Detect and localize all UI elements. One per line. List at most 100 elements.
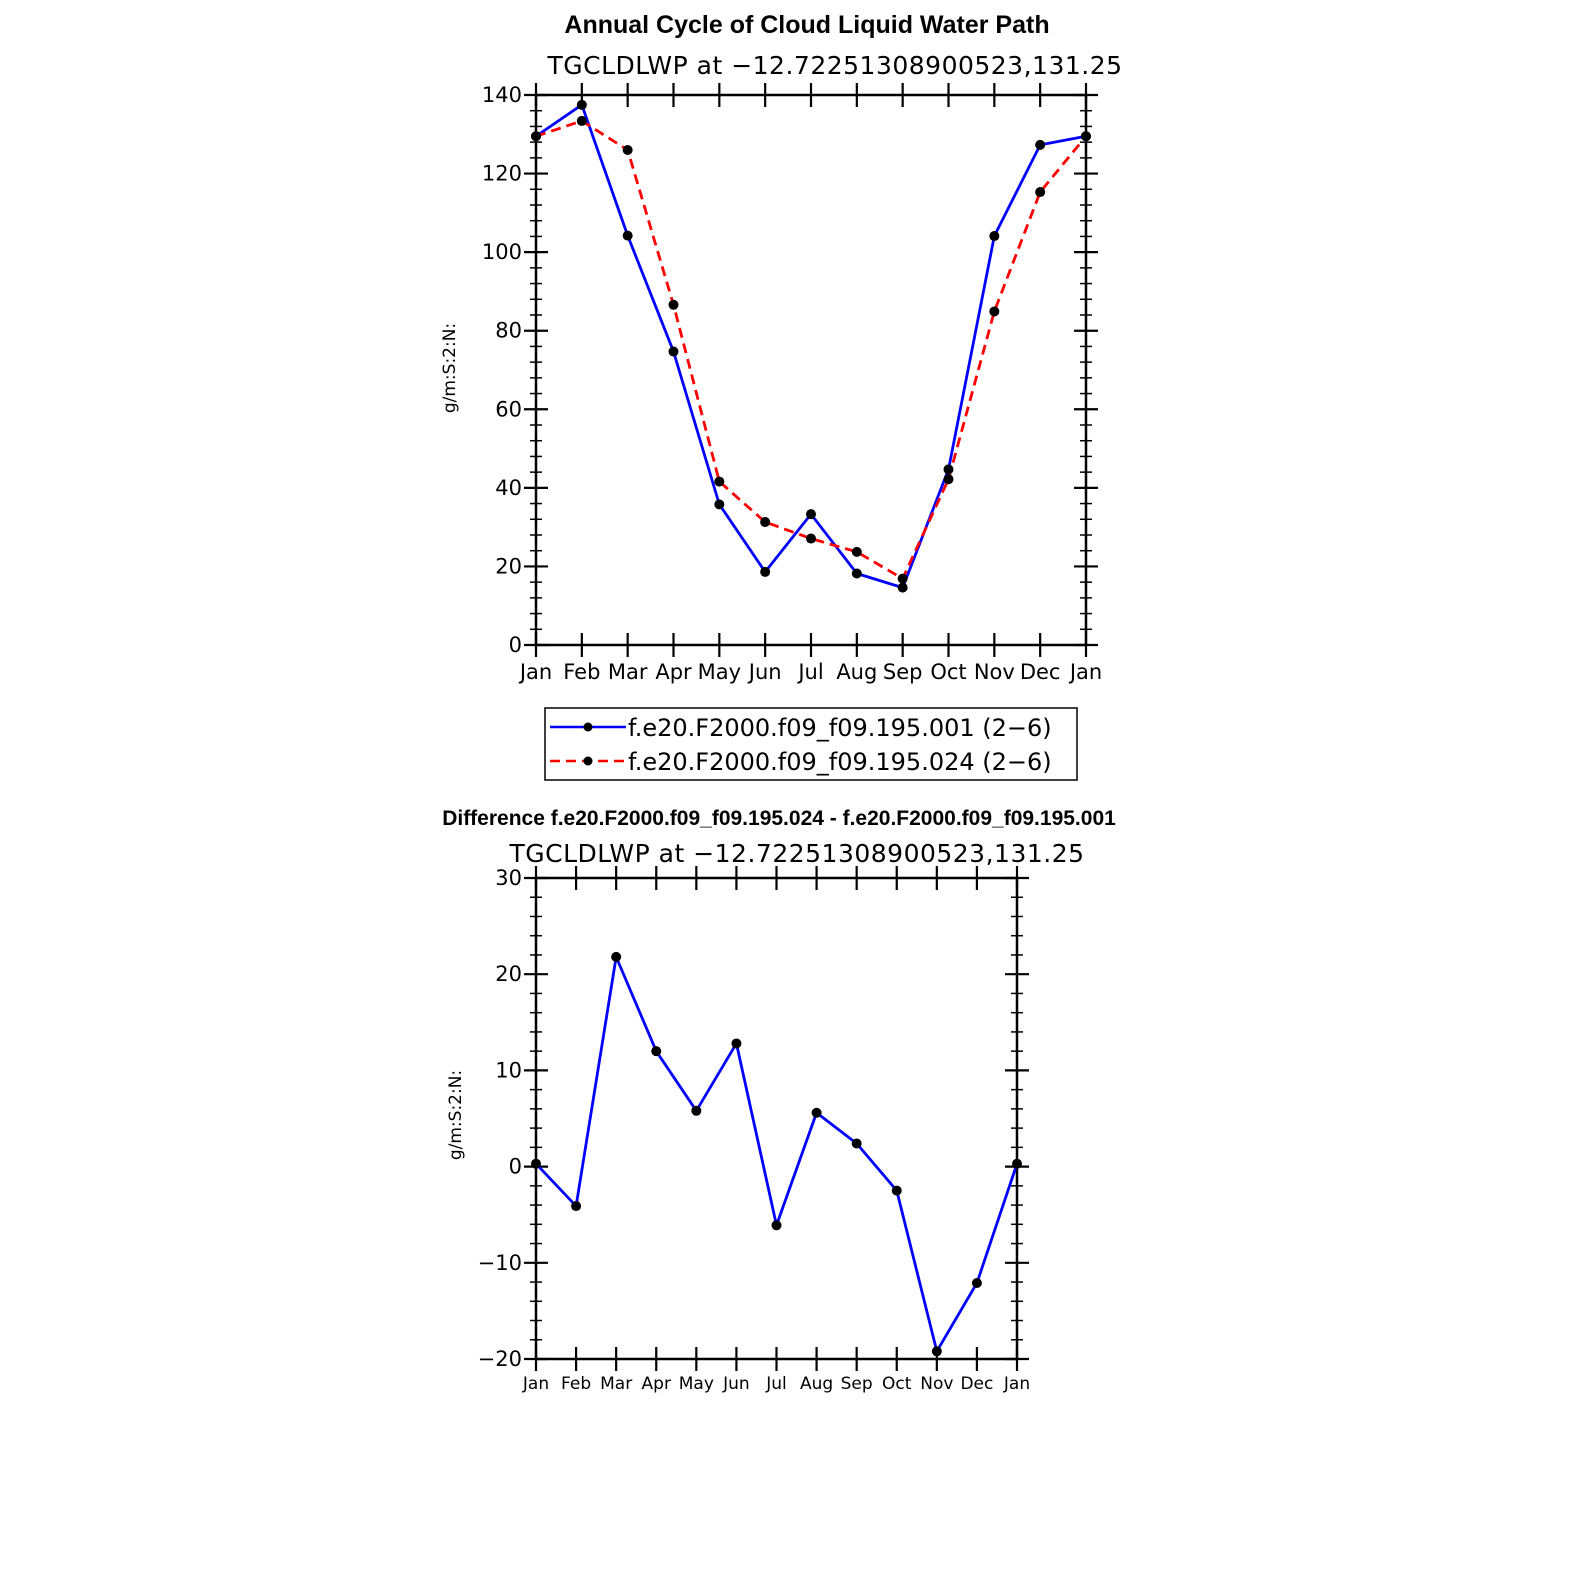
series-2-point [897,573,908,584]
x-tick-label: Apr [655,660,692,684]
series-1-point [806,509,816,520]
series-1-point [576,99,587,110]
series-1-point [931,1346,942,1357]
y-tick-label: 80 [495,319,522,343]
legend-marker-series-1 [583,722,593,732]
series-1-point [1035,139,1046,150]
legend-box [544,707,1078,781]
x-tick-label: May [698,660,741,684]
x-tick-label: Jul [765,1374,787,1394]
series-2-point [943,474,954,485]
x-tick-label: Apr [642,1374,671,1394]
annual-cycle-chart: Annual Cycle of Cloud Liquid Water Path … [440,11,1122,781]
x-tick-label: Aug [836,660,877,684]
x-tick-label: Jun [747,660,782,684]
series-1-point [668,346,679,357]
legend: f.e20.F2000.f09_f09.195.001 (2−6) f.e20.… [544,707,1078,781]
series-1-point [1012,1158,1022,1169]
series-1-point [691,1105,702,1116]
x-tick-label: Jan [518,660,552,684]
y-tick-label: 20 [495,554,522,578]
x-tick-label: Jul [796,660,823,684]
legend-label-series-1: f.e20.F2000.f09_f09.195.001 (2−6) [628,714,1052,742]
series-2-point [531,131,541,142]
series-1-point [571,1201,582,1212]
y-tick-label: 0 [509,1155,522,1179]
x-tick-label: Nov [974,660,1015,684]
x-tick-label: Sep [841,1374,873,1394]
x-tick-label: Jan [1068,660,1102,684]
y-tick-labels: −20 −10 0 10 20 30 [478,866,522,1371]
series-2-point [1081,131,1091,142]
y-tick-label: 120 [482,162,522,186]
y-tick-label: 40 [495,476,522,500]
x-tick-label: Oct [882,1374,912,1394]
series-2-point [851,546,862,557]
x-tick-label: Mar [600,1374,632,1394]
y-tick-label: 30 [495,866,522,890]
series-2-point [760,517,771,528]
y-tick-labels: 0 20 40 60 80 100 120 140 [482,83,522,657]
tick-group [524,83,1098,657]
y-tick-label: 140 [482,83,522,107]
chart-subtitle: TGCLDLWP at −12.72251308900523,131.25 [546,51,1122,80]
series-1-point [943,464,954,475]
x-tick-label: Aug [800,1374,833,1394]
series-1-point [897,582,908,593]
y-tick-label: 20 [495,962,522,986]
y-axis-label: g/m:S:2:N: [446,1070,466,1160]
x-tick-label: Dec [960,1374,993,1394]
y-tick-label: −10 [478,1251,522,1275]
series-2-point [989,306,1000,317]
x-tick-labels: Jan Feb Mar Apr May Jun Jul Aug Sep Oct Nov Dec Jan [518,660,1102,684]
chart-title: Annual Cycle of Cloud Liquid Water Path [564,11,1049,39]
series-1-point [851,1138,862,1149]
series-2-point [576,115,587,126]
y-axis-label: g/m:S:2:N: [440,323,460,413]
x-tick-label: Feb [561,1374,591,1394]
series-line-1 [534,955,1019,1353]
series-1-point [971,1278,982,1289]
series-1-point [611,951,622,962]
x-tick-labels: Jan Feb Mar Apr May Jun Jul Aug Sep Oct Nov Dec Jan [522,1374,1030,1394]
x-tick-label: Dec [1020,660,1061,684]
series-1-point [531,1158,541,1169]
series-1-point [771,1220,782,1231]
series-1-point [651,1046,662,1057]
y-tick-label: −20 [478,1347,522,1371]
plot-frame [534,93,1088,647]
difference-chart: Difference f.e20.F2000.f09_f09.195.024 -… [442,807,1116,1394]
x-tick-label: Nov [920,1374,953,1394]
x-tick-label: May [679,1374,714,1394]
series-group [531,99,1091,593]
series-1-point [989,231,1000,242]
series-1-point [731,1038,742,1049]
chart-subtitle: TGCLDLWP at −12.72251308900523,131.25 [508,839,1084,868]
y-tick-label: 60 [495,397,522,421]
x-tick-label: Oct [930,660,966,684]
series-2-point [806,533,816,544]
y-tick-label: 0 [509,633,522,657]
x-tick-label: Feb [563,660,600,684]
legend-entry-series-2: f.e20.F2000.f09_f09.195.024 (2−6) [550,748,1052,776]
legend-entry-series-1: f.e20.F2000.f09_f09.195.001 (2−6) [550,714,1052,742]
series-2-point [1035,187,1046,198]
x-tick-label: Jun [722,1374,750,1394]
series-group [531,951,1022,1357]
x-tick-label: Jan [1003,1374,1030,1394]
x-tick-label: Sep [883,660,923,684]
series-1-point [811,1107,822,1118]
x-tick-label: Mar [608,660,648,684]
series-1-point [622,230,633,241]
series-2-point [714,476,725,487]
series-1-point [851,568,862,579]
x-tick-label: Jan [522,1374,549,1394]
legend-label-series-2: f.e20.F2000.f09_f09.195.024 (2−6) [628,748,1052,776]
series-2-point [668,299,679,310]
series-2-point [622,145,633,155]
series-1-point [714,499,725,510]
tick-group [524,866,1029,1371]
series-1-point [760,566,771,577]
y-tick-label: 100 [482,240,522,264]
